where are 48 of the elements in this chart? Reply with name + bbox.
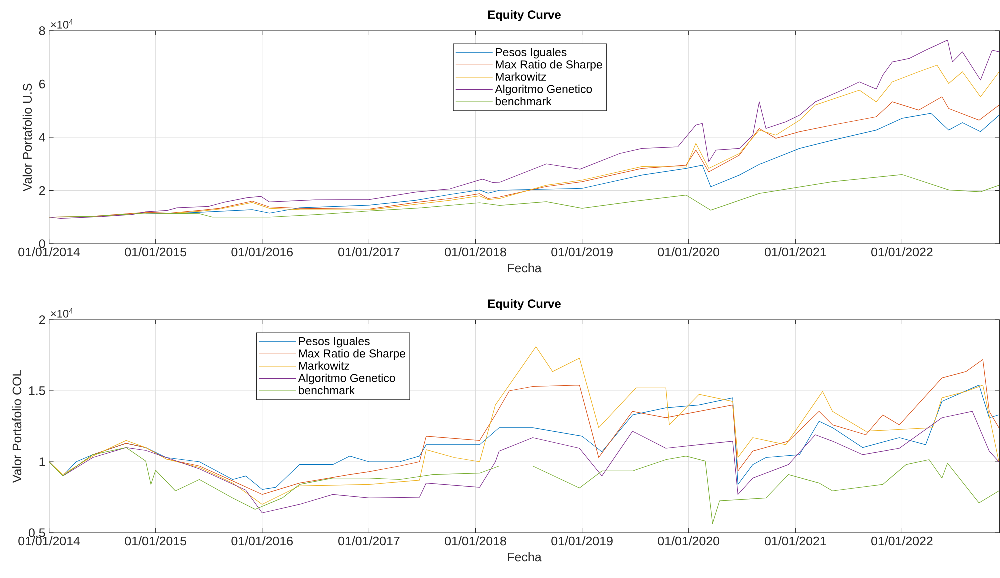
chart-title: Equity Curve <box>488 299 561 311</box>
x-tick-label: 01/01/2014 <box>18 248 80 257</box>
legend-label: Markowitz <box>299 362 350 370</box>
x-tick-label: 01/01/2018 <box>445 536 506 546</box>
text: ×10$^{4}$ <box>51 19 74 29</box>
y-axis-title: Valor Portafolio COL <box>12 370 22 484</box>
x-tick-label: 01/01/2021 <box>765 536 826 546</box>
x-tick-label: 01/01/2020 <box>658 248 720 257</box>
x-tick-label: 01/01/2021 <box>765 248 826 257</box>
legend-label: Pesos Iguales <box>496 48 567 59</box>
text: ×10$^{4}$ <box>51 308 74 318</box>
legend-label: Markowitz <box>496 72 546 82</box>
y-tick-label: 0.5 <box>28 528 46 538</box>
y-tick-label: 0 <box>39 240 46 248</box>
line-series <box>49 174 1000 218</box>
x-tick-label: 01/01/2017 <box>338 248 400 257</box>
line-series <box>49 448 1000 524</box>
y-tick-label: 2 <box>39 316 46 324</box>
x-tick-label: 01/01/2022 <box>872 248 933 257</box>
x-axis-title: Fecha <box>508 552 542 562</box>
line-series <box>146 113 1000 214</box>
x-tick-label: 01/01/2016 <box>232 248 293 257</box>
legend-label: Max Ratio de Sharpe <box>496 60 602 72</box>
chart-title: Equity Curve <box>488 10 561 22</box>
x-tick-label: 01/01/2017 <box>338 536 400 546</box>
y-tick-label: 6 <box>39 80 46 89</box>
x-tick-label: 01/01/2015 <box>125 248 186 257</box>
y-tick-label: 1.5 <box>29 386 46 396</box>
y-tick-label: 8 <box>39 26 46 36</box>
legend-label: Max Ratio de Sharpe <box>299 349 406 360</box>
x-tick-label: 01/01/2015 <box>125 536 186 546</box>
x-tick-label: 01/01/2019 <box>552 248 613 257</box>
x-axis-title: Fecha <box>508 263 542 273</box>
x-tick-label: 01/01/2019 <box>552 536 613 546</box>
y-axis-title: Valor Portafolio U.S <box>22 84 32 192</box>
y-tick-label: 2 <box>39 186 46 196</box>
legend-label: Algoritmo Genetico <box>495 84 592 96</box>
x-tick-label: 01/01/2016 <box>232 536 293 546</box>
x-tick-label: 01/01/2022 <box>872 536 933 546</box>
y-tick-label: 4 <box>39 133 46 142</box>
y-tick-label: 1 <box>40 458 46 466</box>
legend-label: benchmark <box>496 97 552 106</box>
legend-label: Algoritmo Genetico <box>298 374 396 385</box>
legend-label: benchmark <box>299 386 356 395</box>
x-tick-label: 01/01/2018 <box>445 248 506 257</box>
x-tick-label: 01/01/2020 <box>658 536 720 546</box>
x-tick-label: 01/01/2014 <box>18 536 80 546</box>
legend-label: Pesos Iguales <box>299 337 370 348</box>
